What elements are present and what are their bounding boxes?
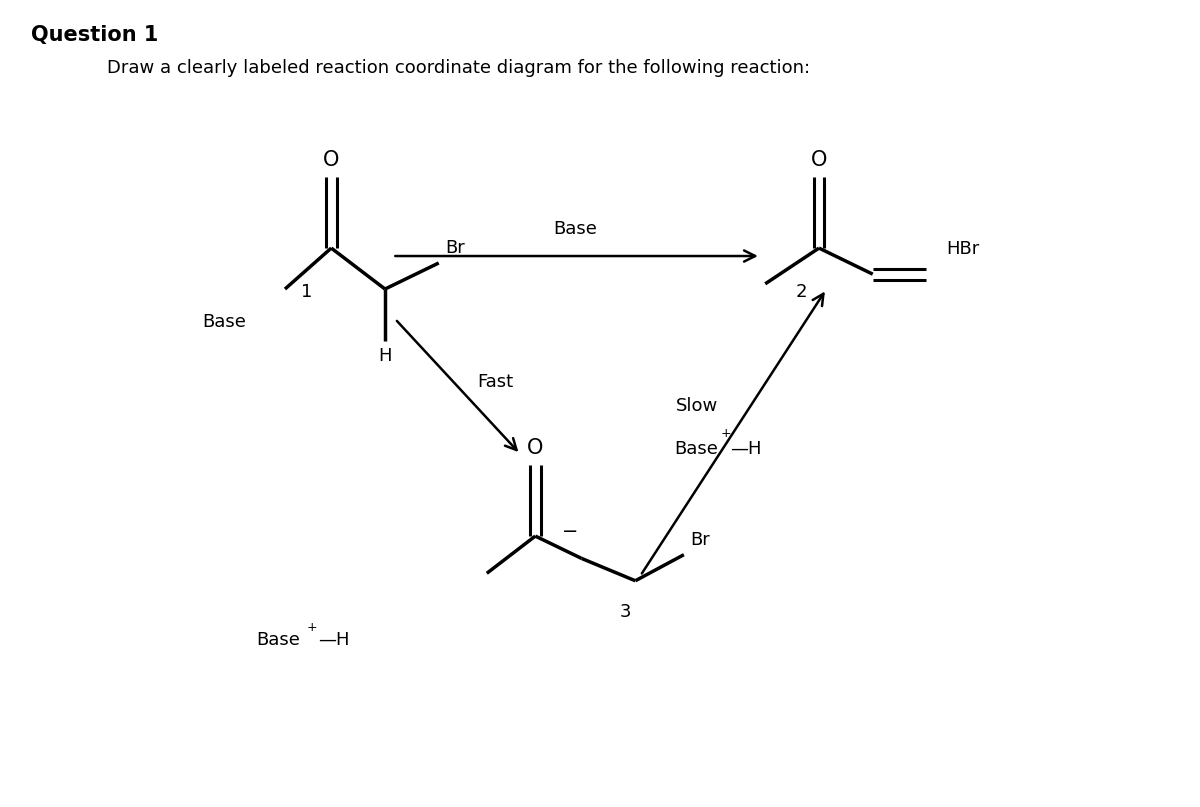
Text: −: − (562, 521, 578, 541)
Text: Base: Base (257, 631, 300, 650)
Text: Br: Br (445, 239, 466, 257)
Text: 2: 2 (796, 282, 806, 301)
Text: +: + (720, 428, 731, 441)
Text: O: O (527, 438, 544, 458)
Text: HBr: HBr (947, 240, 979, 258)
Text: Base: Base (202, 312, 246, 331)
Text: O: O (811, 150, 827, 170)
Text: Draw a clearly labeled reaction coordinate diagram for the following reaction:: Draw a clearly labeled reaction coordina… (107, 60, 810, 77)
Text: Question 1: Question 1 (31, 25, 158, 44)
Text: 3: 3 (619, 603, 631, 621)
Text: +: + (306, 621, 317, 634)
Text: Fast: Fast (478, 373, 514, 391)
Text: 1: 1 (301, 282, 312, 301)
Text: —H: —H (318, 631, 350, 650)
Text: Base: Base (553, 220, 598, 238)
Text: H: H (378, 347, 391, 365)
Text: Base: Base (674, 441, 719, 458)
Text: O: O (323, 150, 340, 170)
Text: Br: Br (690, 531, 709, 549)
Text: —H: —H (731, 441, 762, 458)
Text: Slow: Slow (676, 396, 719, 415)
